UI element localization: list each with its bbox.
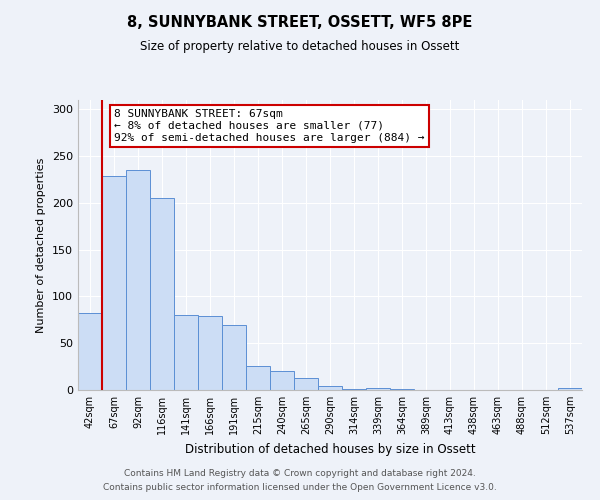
Bar (390, 389, 414, 390)
Bar (150, 198, 174, 390)
Bar (342, 389, 366, 390)
Bar (126, 170, 150, 390)
Text: Contains public sector information licensed under the Open Government Licence v3: Contains public sector information licen… (103, 484, 497, 492)
Text: 8, SUNNYBANK STREET, OSSETT, WF5 8PE: 8, SUNNYBANK STREET, OSSETT, WF5 8PE (127, 15, 473, 30)
Bar (174, 315, 198, 390)
Bar (102, 176, 126, 390)
Text: Size of property relative to detached houses in Ossett: Size of property relative to detached ho… (140, 40, 460, 53)
Bar (366, 388, 390, 390)
Bar (270, 372, 294, 390)
Bar (222, 324, 246, 390)
Text: 8 SUNNYBANK STREET: 67sqm
← 8% of detached houses are smaller (77)
92% of semi-d: 8 SUNNYBANK STREET: 67sqm ← 8% of detach… (114, 110, 425, 142)
Bar (246, 366, 270, 390)
Text: Contains HM Land Registry data © Crown copyright and database right 2024.: Contains HM Land Registry data © Crown c… (124, 468, 476, 477)
Y-axis label: Number of detached properties: Number of detached properties (37, 158, 46, 332)
Bar (78, 314, 102, 390)
Bar (198, 316, 222, 390)
Bar (558, 388, 582, 390)
Bar (294, 378, 318, 390)
Bar (318, 386, 342, 390)
X-axis label: Distribution of detached houses by size in Ossett: Distribution of detached houses by size … (185, 442, 475, 456)
